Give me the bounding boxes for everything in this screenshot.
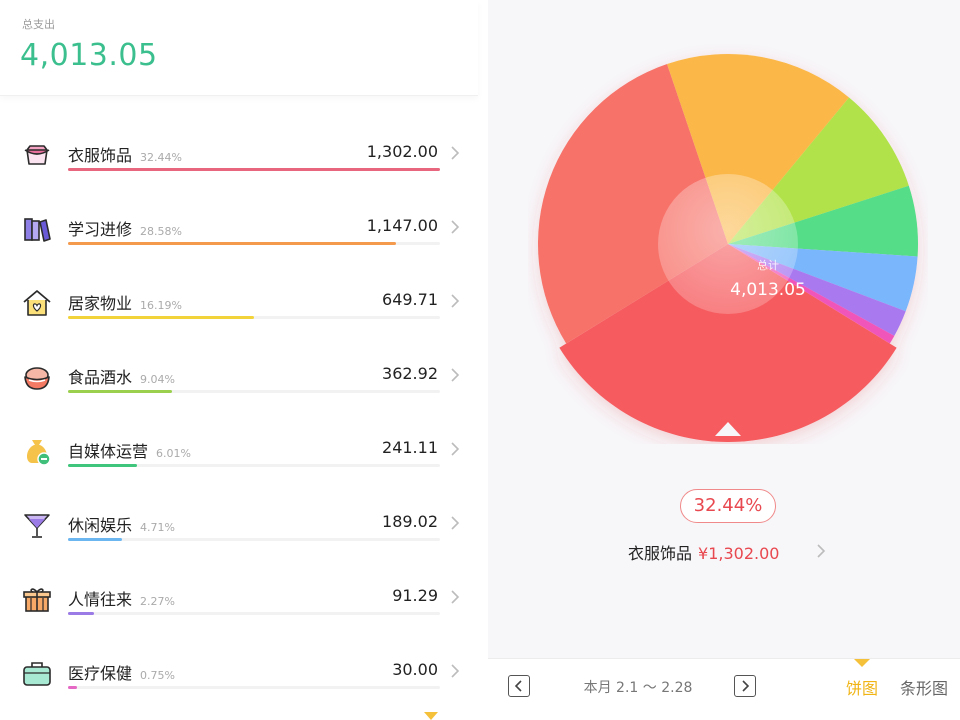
- chevron-right-icon: [451, 294, 460, 308]
- pie-center-total: 4,013.05: [730, 280, 806, 300]
- category-bar-track: [68, 464, 440, 467]
- category-bar-track: [68, 242, 440, 245]
- category-row-media[interactable]: 自媒体运营 6.01% 241.11: [0, 408, 488, 482]
- category-bar-track: [68, 538, 440, 541]
- scroll-indicator-icon: [424, 712, 438, 720]
- category-name: 自媒体运营 6.01%: [68, 442, 191, 461]
- tab-pie-chart[interactable]: 饼图: [846, 679, 879, 698]
- tab-indicator-icon: [854, 659, 870, 667]
- category-amount: 91.29: [392, 586, 438, 605]
- house-icon: [23, 290, 51, 316]
- category-name: 食品酒水 9.04%: [68, 368, 175, 387]
- pie-chart-svg: [537, 54, 919, 442]
- category-bar-track: [68, 168, 440, 171]
- chevron-right-icon: [451, 664, 460, 678]
- pie-center-disc: [658, 174, 798, 314]
- chevron-right-icon[interactable]: [816, 544, 826, 558]
- category-row-home[interactable]: 居家物业 16.19% 649.71: [0, 260, 488, 334]
- money-bag-icon: [26, 440, 51, 466]
- chevron-left-icon: [514, 680, 522, 692]
- chevron-right-icon: [451, 146, 460, 160]
- chevron-right-icon: [451, 220, 460, 234]
- bottom-bar: 本月 2.1 ～ 2.28 饼图 条形图: [488, 658, 960, 720]
- selected-amount: ¥1,302.00: [698, 544, 780, 563]
- category-bar-fill: [68, 464, 137, 467]
- gift-box-icon: [23, 588, 51, 612]
- category-name: 医疗保健 0.75%: [68, 664, 175, 683]
- category-amount: 241.11: [382, 438, 438, 457]
- category-bar-track: [68, 612, 440, 615]
- category-amount: 649.71: [382, 290, 438, 309]
- selected-name: 衣服饰品: [628, 544, 693, 563]
- category-amount: 1,302.00: [366, 142, 438, 161]
- medical-kit-icon: [23, 662, 51, 686]
- chevron-right-icon: [451, 442, 460, 456]
- category-amount: 362.92: [382, 364, 438, 383]
- chevron-right-icon: [451, 590, 460, 604]
- cocktail-glass-icon: [24, 514, 50, 538]
- category-row-study[interactable]: 学习进修 28.58% 1,147.00: [0, 186, 488, 260]
- category-name: 衣服饰品 32.44%: [68, 146, 182, 165]
- selected-detail[interactable]: 衣服饰品 ¥1,302.00: [628, 540, 848, 564]
- category-panel: 总支出 4,013.05 衣服饰品 32.44% 1,302.00: [0, 0, 488, 720]
- category-bar-track: [68, 686, 440, 689]
- selected-percent-badge: 32.44%: [680, 489, 776, 523]
- next-period-button[interactable]: [734, 675, 756, 697]
- category-amount: 30.00: [392, 660, 438, 679]
- chevron-right-icon: [742, 680, 750, 692]
- category-name: 学习进修 28.58%: [68, 220, 182, 239]
- category-bar-track: [68, 390, 440, 393]
- chevron-right-icon: [451, 368, 460, 382]
- category-bar-fill: [68, 686, 77, 689]
- selection-pointer-icon: [715, 422, 741, 436]
- category-row-medical[interactable]: 医疗保健 0.75% 30.00: [0, 630, 488, 704]
- category-row-leisure[interactable]: 休闲娱乐 4.71% 189.02: [0, 482, 488, 556]
- category-bar-fill: [68, 538, 122, 541]
- pie-slice-clothes[interactable]: [559, 244, 897, 442]
- tab-bar-chart[interactable]: 条形图: [900, 679, 949, 698]
- clothes-basket-icon: [24, 145, 50, 165]
- category-amount: 189.02: [382, 512, 438, 531]
- summary-label: 总支出: [22, 18, 55, 31]
- category-name: 居家物业 16.19%: [68, 294, 182, 313]
- pie-slice-study[interactable]: [537, 64, 728, 344]
- food-bowl-icon: [24, 367, 50, 390]
- category-row-social[interactable]: 人情往来 2.27% 91.29: [0, 556, 488, 630]
- books-icon: [24, 218, 51, 242]
- pie-center-label: 总计: [757, 259, 779, 272]
- summary-total: 4,013.05: [20, 38, 158, 73]
- chart-panel: 总计 4,013.05 32.44% 衣服饰品 ¥1,302.00 本月 2.1 …: [488, 0, 960, 720]
- chevron-right-icon: [451, 516, 460, 530]
- category-amount: 1,147.00: [366, 216, 438, 235]
- category-row-food[interactable]: 食品酒水 9.04% 362.92: [0, 334, 488, 408]
- category-bar-fill: [68, 242, 396, 245]
- category-bar-fill: [68, 168, 440, 171]
- category-row-clothes[interactable]: 衣服饰品 32.44% 1,302.00: [0, 112, 488, 186]
- category-bar-fill: [68, 390, 172, 393]
- prev-period-button[interactable]: [508, 675, 530, 697]
- pie-chart: 总计 4,013.05: [528, 44, 928, 444]
- category-bar-fill: [68, 612, 95, 615]
- category-name: 休闲娱乐 4.71%: [68, 516, 175, 535]
- category-bar-track: [68, 316, 440, 319]
- category-name: 人情往来 2.27%: [68, 590, 175, 609]
- period-label: 本月 2.1 ～ 2.28: [583, 680, 693, 696]
- expense-summary: 总支出 4,013.05: [0, 0, 478, 96]
- category-bar-fill: [68, 316, 254, 319]
